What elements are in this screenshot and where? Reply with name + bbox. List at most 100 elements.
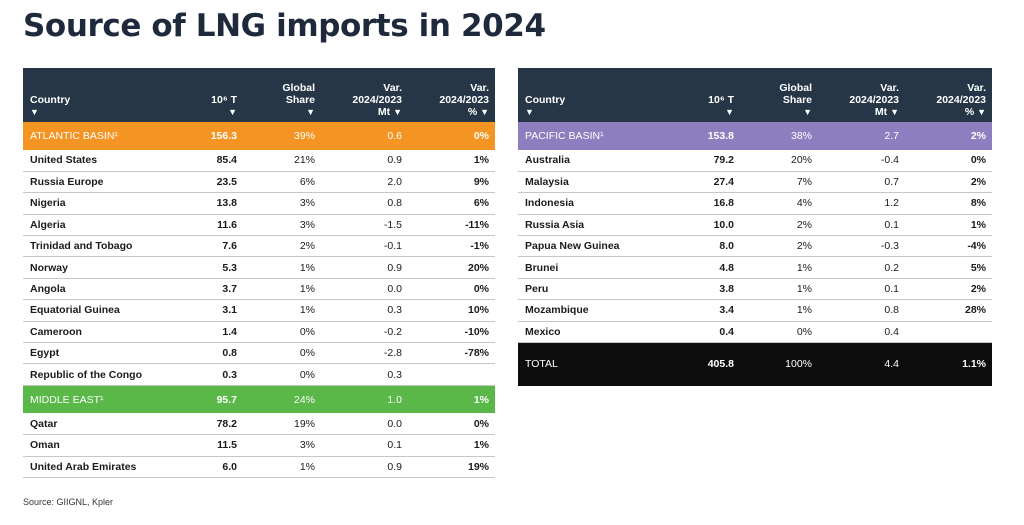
sort-arrow-icon[interactable]: ▼	[228, 107, 237, 117]
volume-cell: 23.5	[171, 171, 243, 194]
column-header-volume[interactable]: 10⁶ T ▼	[666, 68, 740, 122]
share-cell: 3%	[243, 192, 321, 215]
section-name: PACIFIC BASIN¹	[518, 122, 666, 150]
section-var-pct: 2%	[905, 122, 992, 150]
var-mt-cell: 0.9	[321, 456, 408, 478]
volume-cell: 1.4	[171, 321, 243, 344]
section-volume: 153.8	[666, 122, 740, 150]
column-header-volume[interactable]: 10⁶ T ▼	[171, 68, 243, 122]
country-cell: Angola	[23, 278, 171, 301]
column-header-global-share[interactable]: Global Share ▼	[740, 68, 818, 122]
share-cell: 3%	[243, 214, 321, 237]
table-row: Australia 79.2 20% -0.4 0%	[518, 150, 992, 172]
column-header-country[interactable]: Country ▼	[518, 68, 666, 122]
section-var-mt: 1.0	[321, 385, 408, 414]
total-var-pct: 1.1%	[905, 342, 992, 386]
table-row: Trinidad and Tobago 7.6 2% -0.1 -1%	[23, 235, 495, 258]
header-label: Var.	[967, 82, 986, 94]
total-label: TOTAL	[518, 342, 666, 386]
var-mt-cell: 0.9	[321, 150, 408, 172]
var-pct-cell: 6%	[408, 192, 495, 215]
header-label: Global	[282, 82, 315, 94]
header-label: Country	[30, 94, 71, 106]
var-pct-cell: -4%	[905, 235, 992, 258]
column-header-var-pct[interactable]: Var. 2024/2023 % ▼	[408, 68, 495, 122]
section-var-pct: 0%	[408, 122, 495, 150]
country-cell: Indonesia	[518, 192, 666, 215]
volume-cell: 27.4	[666, 171, 740, 194]
share-cell: 1%	[243, 256, 321, 279]
var-pct-cell: 0%	[408, 413, 495, 436]
section-row-atlantic-basin: ATLANTIC BASIN¹ 156.3 39% 0.6 0%	[23, 122, 495, 150]
country-cell: Malaysia	[518, 171, 666, 194]
var-pct-cell: 2%	[905, 171, 992, 194]
var-mt-cell: 0.3	[321, 299, 408, 322]
section-var-mt: 0.6	[321, 122, 408, 150]
var-mt-cell: 0.0	[321, 278, 408, 301]
header-label: Var.	[470, 82, 489, 94]
share-cell: 2%	[740, 235, 818, 258]
sort-arrow-icon[interactable]: ▼	[725, 107, 734, 117]
var-pct-cell: -78%	[408, 342, 495, 365]
country-cell: Egypt	[23, 342, 171, 365]
share-cell: 0%	[740, 321, 818, 344]
var-mt-cell: 0.8	[818, 299, 905, 322]
country-cell: Algeria	[23, 214, 171, 237]
share-cell: 0%	[243, 363, 321, 386]
sort-arrow-icon[interactable]: ▼	[480, 107, 489, 117]
section-share: 24%	[243, 385, 321, 414]
page-title: Source of LNG imports in 2024	[23, 8, 546, 44]
sort-arrow-icon[interactable]: ▼	[977, 107, 986, 117]
sort-arrow-icon[interactable]: ▼	[890, 107, 899, 117]
share-cell: 0%	[243, 321, 321, 344]
country-cell: Qatar	[23, 413, 171, 436]
volume-cell: 3.8	[666, 278, 740, 301]
table-row: United States 85.4 21% 0.9 1%	[23, 150, 495, 172]
volume-cell: 6.0	[171, 456, 243, 478]
var-pct-cell: -11%	[408, 214, 495, 237]
table-row: Qatar 78.2 19% 0.0 0%	[23, 413, 495, 436]
country-cell: Mozambique	[518, 299, 666, 322]
header-label: 2024/2023	[352, 94, 402, 106]
share-cell: 20%	[740, 150, 818, 172]
var-mt-cell: 0.4	[818, 321, 905, 344]
var-pct-cell: 0%	[408, 278, 495, 301]
sort-arrow-icon[interactable]: ▼	[803, 107, 812, 117]
column-header-var-mt[interactable]: Var. 2024/2023 Mt ▼	[321, 68, 408, 122]
section-share: 38%	[740, 122, 818, 150]
sort-arrow-icon[interactable]: ▼	[306, 107, 315, 117]
volume-cell: 5.3	[171, 256, 243, 279]
sort-arrow-icon[interactable]: ▼	[525, 107, 534, 117]
table-row: Equatorial Guinea 3.1 1% 0.3 10%	[23, 299, 495, 322]
column-header-var-pct[interactable]: Var. 2024/2023 % ▼	[905, 68, 992, 122]
section-var-pct: 1%	[408, 385, 495, 414]
table-row: Nigeria 13.8 3% 0.8 6%	[23, 192, 495, 215]
country-cell: Russia Asia	[518, 214, 666, 237]
section-volume: 156.3	[171, 122, 243, 150]
country-cell: Mexico	[518, 321, 666, 344]
header-label: 10⁶ T	[708, 94, 734, 106]
column-header-country[interactable]: Country ▼	[23, 68, 171, 122]
table-row: Brunei 4.8 1% 0.2 5%	[518, 256, 992, 279]
table-row: Oman 11.5 3% 0.1 1%	[23, 434, 495, 457]
column-header-var-mt[interactable]: Var. 2024/2023 Mt ▼	[818, 68, 905, 122]
volume-cell: 78.2	[171, 413, 243, 436]
table-row: Algeria 11.6 3% -1.5 -11%	[23, 214, 495, 237]
share-cell: 6%	[243, 171, 321, 194]
country-cell: Australia	[518, 150, 666, 172]
total-var-mt: 4.4	[818, 342, 905, 386]
share-cell: 19%	[243, 413, 321, 436]
sort-arrow-icon[interactable]: ▼	[393, 107, 402, 117]
volume-cell: 3.4	[666, 299, 740, 322]
var-pct-cell: 5%	[905, 256, 992, 279]
column-header-global-share[interactable]: Global Share ▼	[243, 68, 321, 122]
var-pct-cell: -1%	[408, 235, 495, 258]
share-cell: 4%	[740, 192, 818, 215]
volume-cell: 79.2	[666, 150, 740, 172]
table-header-row: Country ▼ 10⁶ T ▼ Global Share ▼ Var. 20…	[518, 68, 992, 122]
sort-arrow-icon[interactable]: ▼	[30, 107, 39, 117]
volume-cell: 3.1	[171, 299, 243, 322]
volume-cell: 0.8	[171, 342, 243, 365]
share-cell: 1%	[243, 456, 321, 478]
var-pct-cell: 9%	[408, 171, 495, 194]
